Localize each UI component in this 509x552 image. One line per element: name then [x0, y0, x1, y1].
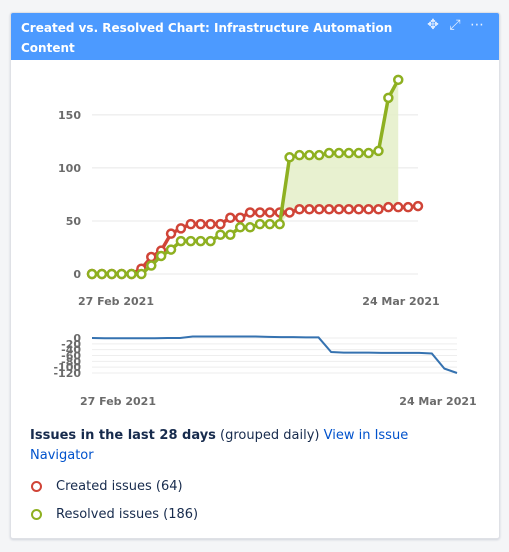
created-point	[294, 204, 305, 215]
created-point	[165, 228, 177, 239]
created-point	[175, 223, 187, 234]
resolved-point	[146, 260, 157, 271]
resolved-point	[234, 222, 246, 233]
trend-y-tick-label: -60	[61, 350, 81, 363]
created-point	[323, 204, 335, 215]
created-point	[284, 207, 295, 218]
created-point	[353, 204, 364, 215]
created-point	[383, 201, 394, 213]
resolved-point	[155, 250, 167, 262]
legend-resolved-label: Resolved issues (186)	[56, 506, 199, 522]
gadget-title: Created vs. Resolved Chart: Infrastructu…	[21, 21, 393, 55]
more-icon[interactable]: ⋯	[470, 17, 484, 33]
resolved-swatch-icon	[31, 508, 42, 520]
view-in-issue-navigator-link[interactable]: View in Issue Navigator	[30, 428, 409, 463]
expand-icon[interactable]: ⤢	[449, 17, 461, 33]
legend-created: Created issues (64)	[31, 472, 198, 500]
summary-grouping: (grouped daily)	[215, 428, 324, 443]
resolved-point	[274, 218, 285, 230]
created-point	[333, 204, 345, 215]
chart-legend: Created issues (64) Resolved issues (186…	[31, 472, 198, 528]
trend-x-tick-label: 27 Feb 2021	[80, 395, 156, 408]
created-point	[234, 212, 246, 224]
resolved-point	[294, 149, 305, 161]
y-tick-label: 100	[58, 162, 81, 175]
created-point	[402, 201, 414, 213]
resolved-point	[383, 92, 394, 104]
summary-text: Issues in the last 28 days (grouped dail…	[30, 426, 470, 466]
created-point	[373, 204, 384, 215]
created-point	[146, 251, 157, 263]
resolved-point	[333, 147, 345, 159]
resolved-point	[264, 218, 276, 230]
trend-y-tick-label: -120	[53, 367, 81, 380]
resolved-point	[313, 149, 325, 161]
created-point	[392, 201, 404, 213]
resolved-point	[373, 145, 384, 157]
resolved-point	[244, 222, 256, 233]
resolved-point	[284, 152, 295, 163]
created-point	[264, 207, 276, 218]
trend-y-tick-label: -40	[61, 344, 81, 357]
resolved-point	[175, 235, 187, 247]
summary-heading: Issues in the last 28 days	[30, 428, 216, 443]
created-point	[313, 204, 325, 215]
created-point	[304, 204, 315, 215]
created-point	[225, 212, 236, 224]
trend-chart: 0-20-40-60-80-100-120 27 Feb 2021 24 Mar 2…	[53, 332, 476, 408]
created-point	[215, 218, 226, 230]
x-tick-label: 24 Mar 2021	[362, 295, 439, 308]
trend-y-tick-label: -20	[61, 338, 81, 351]
resolved-point	[363, 147, 374, 159]
created-point	[363, 204, 374, 215]
move-icon[interactable]: ✥	[427, 17, 439, 33]
resolved-point	[126, 268, 137, 280]
resolved-point	[323, 147, 335, 159]
y-tick-label: 0	[73, 268, 81, 281]
resolved-point	[165, 244, 177, 255]
resolved-point	[392, 74, 404, 86]
resolved-point	[195, 235, 206, 247]
created-vs-resolved-chart: 0 50 100 150 27 Feb 2021 24 Mar 2021	[58, 74, 440, 308]
resolved-area	[92, 79, 399, 274]
created-point	[254, 207, 266, 218]
trend-series-line	[91, 335, 458, 374]
resolved-point	[353, 147, 364, 159]
y-tick-label: 50	[66, 215, 82, 228]
created-swatch-icon	[31, 480, 42, 492]
trend-y-tick-label: -100	[53, 361, 81, 374]
created-point	[412, 200, 424, 212]
created-point	[205, 218, 216, 230]
created-point	[244, 207, 256, 218]
resolved-point	[116, 268, 127, 280]
header-actions: ✥ ⤢ ⋯	[425, 17, 485, 33]
legend-created-label: Created issues (64)	[56, 478, 183, 494]
y-tick-label: 150	[58, 109, 81, 122]
created-point	[185, 218, 197, 230]
resolved-point	[205, 235, 216, 247]
resolved-point	[304, 149, 315, 161]
x-tick-label: 27 Feb 2021	[78, 295, 154, 308]
created-point	[195, 218, 206, 230]
trend-y-tick-label: -80	[61, 355, 81, 368]
created-point	[343, 204, 355, 215]
resolved-point	[86, 268, 98, 280]
created-vs-resolved-gadget: Created vs. Resolved Chart: Infrastructu…	[10, 12, 500, 539]
resolved-point	[185, 235, 197, 247]
trend-x-tick-label: 24 Mar 2021	[399, 395, 476, 408]
resolved-point	[136, 268, 147, 280]
trend-y-tick-label: 0	[73, 332, 81, 345]
resolved-point	[254, 218, 266, 230]
resolved-point	[343, 147, 355, 159]
resolved-point	[96, 268, 108, 280]
resolved-point	[225, 229, 236, 240]
gadget-header: Created vs. Resolved Chart: Infrastructu…	[11, 13, 499, 60]
resolved-point	[215, 229, 226, 240]
legend-resolved: Resolved issues (186)	[31, 500, 198, 528]
resolved-point	[106, 268, 118, 280]
